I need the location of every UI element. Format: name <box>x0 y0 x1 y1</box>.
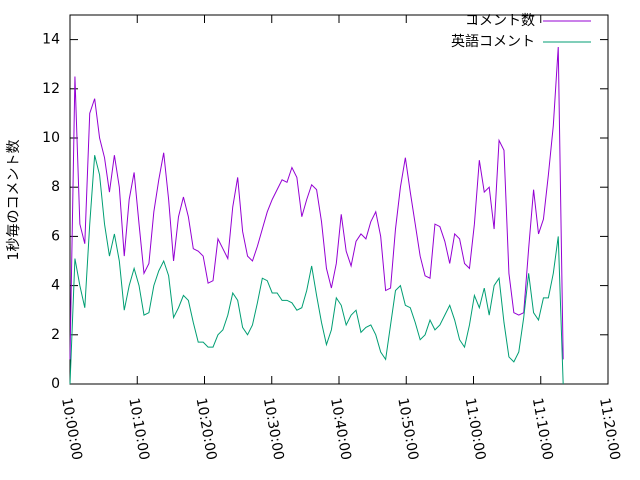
x-tick-label: 11:20:00 <box>596 397 623 462</box>
y-tick-label: 12 <box>42 81 60 97</box>
x-tick-label: 10:30:00 <box>260 397 287 462</box>
y-axis-label: 1秒毎のコメント数 <box>6 140 22 261</box>
data-line <box>69 155 564 385</box>
x-tick-label: 10:10:00 <box>125 397 152 462</box>
x-tick-label: 10:20:00 <box>193 397 220 462</box>
y-tick-label: 6 <box>51 228 60 244</box>
x-tick-label: 10:00:00 <box>58 397 85 462</box>
legend-label: 英語コメント <box>451 33 535 50</box>
y-tick-label: 14 <box>42 32 60 48</box>
y-tick-label: 8 <box>51 179 60 195</box>
x-tick-label: 10:50:00 <box>394 397 421 462</box>
plot-border <box>69 14 609 385</box>
x-tick-label: 10:40:00 <box>327 397 354 462</box>
y-tick-label: 0 <box>51 376 60 392</box>
data-line <box>69 46 564 360</box>
y-tick-label: 4 <box>51 278 60 294</box>
y-tick-label: 10 <box>42 130 60 146</box>
x-tick-label: 11:00:00 <box>462 397 489 462</box>
x-tick-label: 11:10:00 <box>529 397 556 462</box>
legend-label: コメント数 <box>465 13 535 29</box>
y-tick-label: 2 <box>51 327 60 343</box>
